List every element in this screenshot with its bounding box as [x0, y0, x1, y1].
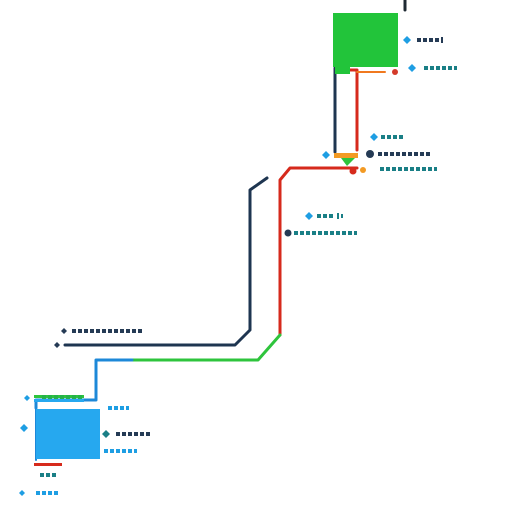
- pin-label-11-glyphs: [108, 406, 129, 410]
- pin-label-15-glyphs: [36, 491, 58, 495]
- connector-red-node: [349, 167, 357, 175]
- connector-orange-node: [360, 167, 366, 173]
- wire-navy-left: [63, 176, 269, 347]
- pin-label-11[interactable]: [108, 406, 129, 410]
- node-dot-icon: [366, 150, 374, 158]
- diamond-pin-icon: [24, 395, 30, 401]
- pin-label-14-glyphs: [40, 473, 56, 477]
- pin-label-9[interactable]: [54, 342, 60, 348]
- connector-orange: [334, 153, 358, 158]
- component-green-top[interactable]: [333, 13, 398, 74]
- diamond-pin-icon: [408, 64, 416, 72]
- pin-label-1-glyphs: [417, 37, 443, 43]
- pin-label-13-glyphs: [104, 449, 137, 453]
- connector-cluster[interactable]: [334, 153, 366, 175]
- pin-label-3[interactable]: [370, 133, 403, 141]
- connector-green-wedge: [341, 158, 355, 166]
- pin-label-5-glyphs: [380, 167, 437, 171]
- pin-label-10-glyphs: [42, 395, 82, 399]
- diamond-pin-icon: [19, 490, 25, 496]
- pin-label-4-glyphs: [378, 152, 430, 156]
- wire-red-upper: [338, 68, 359, 152]
- diamond-pin-icon: [20, 424, 28, 432]
- component-green-strip: [34, 395, 84, 398]
- diamond-pin-icon: [322, 151, 330, 159]
- wire-green-bottom: [130, 333, 282, 362]
- pin-label-8[interactable]: [61, 328, 142, 334]
- pin-label-8-glyphs: [72, 329, 142, 333]
- pin-label-12-glyphs: [116, 432, 150, 436]
- pin-label-3-glyphs: [381, 135, 403, 139]
- component-blue-body: [36, 409, 100, 459]
- pin-label-6[interactable]: [305, 212, 343, 220]
- pin-label-6-glyphs: [317, 213, 343, 219]
- diamond-pin-icon: [102, 430, 110, 438]
- component-red-strip: [34, 463, 62, 466]
- diamond-pin-icon: [370, 133, 378, 141]
- node-dot-icon: [392, 69, 398, 75]
- pin-label-13[interactable]: [104, 449, 137, 453]
- component-blue-bottom[interactable]: [34, 395, 100, 466]
- component-green-body: [333, 13, 398, 67]
- pin-label-10[interactable]: [24, 395, 82, 401]
- pin-label-1[interactable]: [403, 36, 443, 44]
- pin-label-4[interactable]: [322, 150, 430, 159]
- pin-label-7-glyphs: [294, 231, 357, 235]
- pin-label-7[interactable]: [284, 229, 358, 237]
- component-green-foot: [335, 65, 350, 74]
- diamond-pin-icon: [61, 328, 67, 334]
- node-dot-icon: [284, 229, 292, 237]
- component-cyan-strip: [34, 399, 84, 402]
- pin-label-14[interactable]: [40, 473, 56, 477]
- wire-red-main: [278, 166, 359, 337]
- diamond-pin-icon: [54, 342, 60, 348]
- diamond-pin-icon: [305, 212, 313, 220]
- pin-label-12[interactable]: [20, 424, 150, 438]
- pin-label-5[interactable]: [380, 167, 437, 171]
- pin-label-2-glyphs: [424, 66, 457, 70]
- label-pins: [19, 36, 457, 496]
- wire-blue-bottom: [34, 358, 134, 410]
- pin-label-2[interactable]: [392, 64, 457, 75]
- diamond-pin-icon: [403, 36, 411, 44]
- pin-label-15[interactable]: [19, 490, 58, 496]
